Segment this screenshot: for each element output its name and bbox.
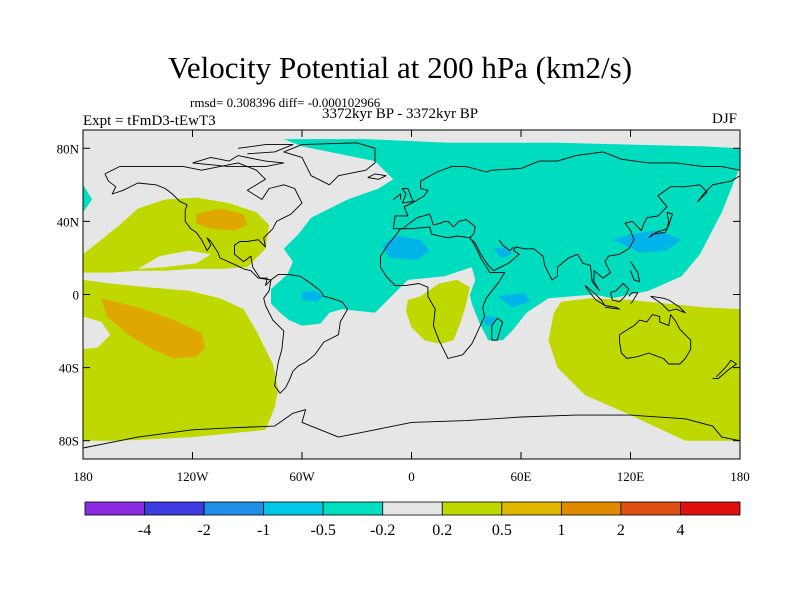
coastline-segment — [628, 292, 639, 304]
experiment-label: Expt = tFmD3-tEwT3 — [83, 113, 216, 129]
field-australia-positive — [548, 298, 740, 441]
colorbar-label: 4 — [676, 522, 684, 539]
field-atlantic-eurasia-negative — [271, 139, 740, 341]
colorbar-swatch — [501, 501, 562, 516]
lat-label: 40S — [59, 361, 79, 376]
colorbar-label: 1 — [557, 522, 565, 539]
colorbar-swatch — [560, 501, 622, 516]
coastline-segment — [367, 173, 387, 180]
velocity-potential-fields — [83, 139, 740, 441]
field-east-pacific-hole — [137, 250, 211, 269]
coastline-segment — [192, 155, 285, 168]
coastline-segment — [604, 305, 620, 310]
coastline-segment — [650, 295, 686, 314]
field-indian-ocean-minimum — [497, 292, 531, 308]
field-north-america-high — [196, 208, 248, 231]
colorbar-label: 0.2 — [432, 522, 452, 539]
lat-label: 40N — [57, 214, 80, 229]
coastline-segment — [104, 162, 303, 286]
coastlines — [83, 142, 740, 449]
colorbar-label: 2 — [617, 522, 625, 539]
field-africa-minimum — [382, 236, 430, 260]
stats-line: rmsd= 0.308396 diff= -0.000102966 — [190, 95, 381, 110]
coastline-segment — [393, 193, 402, 200]
colorbar-swatch — [203, 501, 265, 516]
colorbar-label: -1 — [257, 522, 270, 539]
coastline-segment — [712, 359, 737, 380]
coastline-segment — [491, 317, 504, 341]
field-indian-ocean-positive — [406, 279, 470, 344]
colorbar-swatch — [144, 501, 205, 516]
lon-label: 180 — [730, 469, 750, 484]
lon-label: 120E — [617, 469, 645, 484]
coastline-segment — [238, 144, 294, 155]
coastline-segment — [471, 175, 740, 292]
map-panel: 80N 40N 0 40S 80S 180 120W 60W 0 60E 120E 180 — [57, 129, 750, 484]
colorbar-label: -4 — [138, 522, 151, 539]
lon-label: 120W — [177, 469, 210, 484]
lat-label: 80S — [59, 434, 79, 449]
coastline-segment — [393, 213, 476, 239]
field-amazon-minimum — [302, 290, 324, 302]
field-south-pacific-high — [101, 298, 206, 359]
coastline-segment — [392, 151, 740, 229]
lon-label: 180 — [73, 469, 93, 484]
lat-label: 0 — [73, 288, 80, 303]
coastline-segment — [648, 211, 673, 239]
coastline-segment — [401, 188, 414, 204]
lat-label: 80N — [57, 141, 80, 156]
map-ticks — [82, 130, 741, 459]
colorbar-swatch — [680, 501, 741, 516]
axis-labels: 80N 40N 0 40S 80S 180 120W 60W 0 60E 120E 180 — [57, 141, 750, 484]
period-label: 3372kyr BP - 3372kyr BP — [322, 106, 479, 122]
coastline-segment — [380, 226, 506, 359]
field-arabia-minimum — [493, 247, 512, 258]
colorbar: -4 -2 -1 -0.5 -0.2 0.2 0.5 1 2 4 — [84, 501, 741, 539]
field-madagascar-minimum — [484, 316, 496, 326]
plot-title: Velocity Potential at 200 hPa (km2/s) — [167, 50, 633, 85]
colorbar-label: -0.2 — [370, 522, 395, 539]
coastline-segment — [630, 261, 641, 283]
colorbar-swatch — [382, 501, 443, 516]
coastline-segment — [609, 283, 630, 303]
colorbar-label: 0.5 — [492, 522, 512, 539]
coastline-segment — [498, 239, 515, 252]
lon-label: 0 — [408, 469, 415, 484]
field-atlantic-northwest-neg-fringe — [83, 184, 93, 213]
colorbar-swatch — [441, 501, 503, 516]
colorbar-swatch — [84, 501, 145, 516]
lon-label: 60W — [289, 469, 315, 484]
colorbar-swatch — [322, 501, 384, 516]
season-label: DJF — [712, 111, 738, 127]
coastline-segment — [619, 314, 692, 365]
colorbar-swatch — [263, 501, 324, 516]
colorbar-label: -0.5 — [311, 522, 336, 539]
field-west-pacific-hole — [83, 316, 111, 350]
colorbar-label: -2 — [197, 522, 210, 539]
lon-label: 60E — [511, 469, 532, 484]
colorbar-swatch — [620, 501, 681, 516]
coastline-segment — [263, 273, 349, 394]
coastline-segment — [83, 409, 740, 449]
coastline-segment — [283, 142, 376, 186]
